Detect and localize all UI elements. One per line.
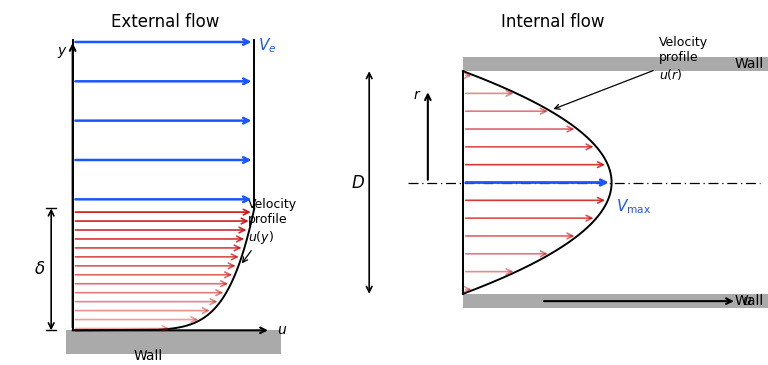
Text: External flow: External flow	[111, 13, 220, 31]
Text: y: y	[57, 44, 65, 58]
Bar	[66, 330, 281, 354]
Text: Wall: Wall	[134, 349, 164, 363]
Text: $\delta$: $\delta$	[34, 260, 45, 278]
Text: $V_e$: $V_e$	[257, 36, 276, 55]
Text: Internal flow: Internal flow	[502, 13, 604, 31]
Text: r: r	[413, 88, 419, 101]
Text: Velocity
profile
$u(r)$: Velocity profile $u(r)$	[554, 36, 707, 109]
Bar	[463, 294, 768, 308]
Text: D: D	[351, 173, 364, 192]
Text: Wall: Wall	[735, 57, 764, 71]
Text: $V_{\mathrm{max}}$: $V_{\mathrm{max}}$	[615, 197, 650, 216]
Text: Velocity
profile
$u(y)$: Velocity profile $u(y)$	[243, 198, 296, 262]
Text: Wall: Wall	[735, 294, 764, 308]
Text: u: u	[277, 323, 286, 337]
Text: u: u	[743, 294, 751, 308]
Bar	[463, 57, 768, 71]
